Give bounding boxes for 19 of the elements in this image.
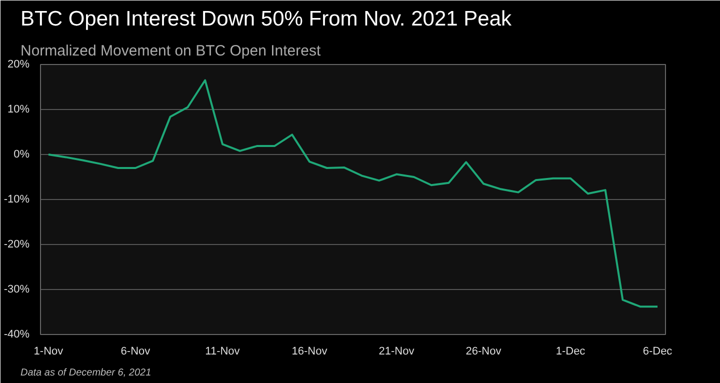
y-tick-label: 0% bbox=[14, 148, 30, 160]
text: Data as of December 6, 2021 bbox=[20, 368, 152, 378]
x-tick-label: 21-Nov bbox=[378, 346, 415, 358]
y-tick-label: -40% bbox=[4, 328, 30, 340]
y-tick-label: 20% bbox=[7, 58, 30, 70]
x-tick-label: 16-Nov bbox=[292, 346, 328, 358]
chart-subtitle: Normalized Movement on BTC Open Interest bbox=[20, 42, 322, 60]
chart-title: BTC Open Interest Down 50% From Nov. 2021 Peak bbox=[20, 8, 512, 30]
y-tick-label: -20% bbox=[4, 238, 30, 250]
x-tick-label: 6-Dec bbox=[642, 346, 673, 358]
x-tick-label: 1-Nov bbox=[34, 346, 64, 358]
x-tick-label: 11-Nov bbox=[205, 346, 240, 358]
y-tick-label: -30% bbox=[4, 284, 30, 296]
x-tick-label: 26-Nov bbox=[466, 346, 502, 358]
x-tick-label: 6-Nov bbox=[120, 346, 151, 358]
x-tick-label: 1-Dec bbox=[556, 346, 586, 358]
y-tick-label: -10% bbox=[4, 194, 30, 206]
line-series bbox=[47, 79, 659, 308]
y-tick-label: 10% bbox=[7, 104, 30, 116]
